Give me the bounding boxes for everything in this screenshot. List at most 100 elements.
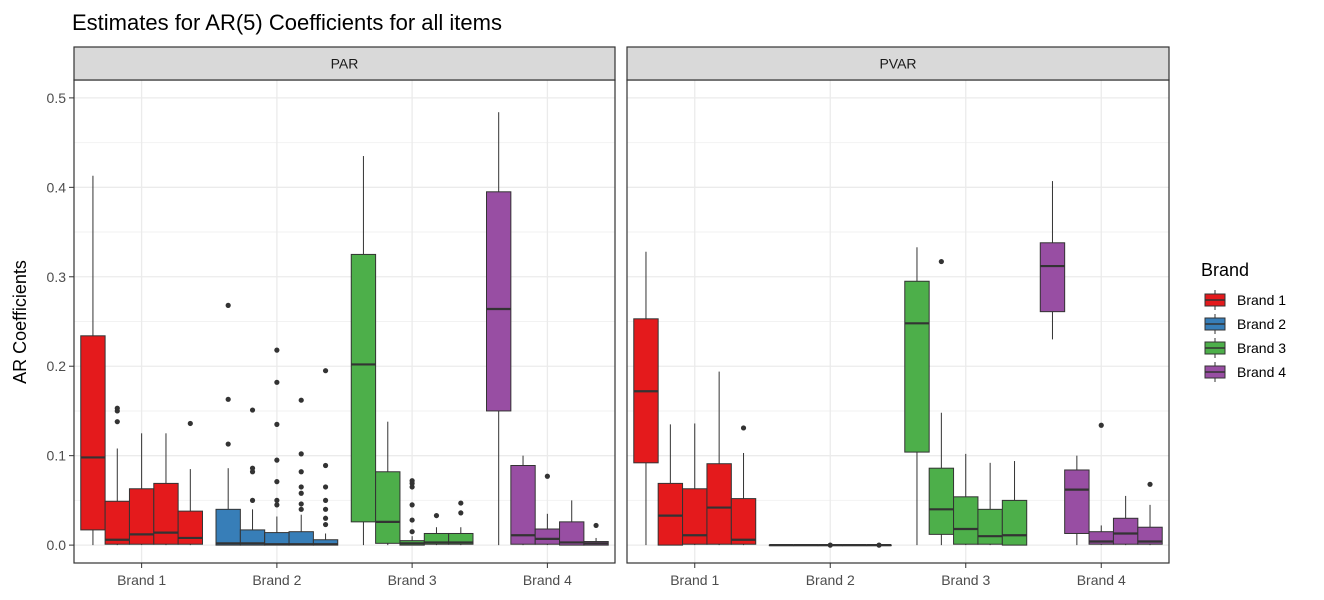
box-brand-3-1 [350,156,377,546]
y-tick-label: 0.3 [47,269,67,285]
outlier-point [187,420,193,427]
x-tick-label: Brand 4 [523,572,572,588]
x-tick-label: Brand 2 [252,572,301,588]
box-brand-2-2 [793,544,819,547]
outlier-point [298,451,304,457]
facet-strip-label: PAR [331,56,359,72]
facet-strip-label: PVAR [879,56,916,72]
box-brand-2-4 [288,397,314,546]
box-brand-2-1 [768,544,795,547]
outlier-point [225,441,231,447]
box-brand-4-4 [1112,495,1139,546]
outlier-point [322,462,329,469]
box-body [534,528,561,545]
facet-strip [626,46,1170,81]
box-body [448,532,474,545]
box-brand-4-1 [486,112,512,546]
box-body [80,335,106,531]
legend-label: Brand 3 [1237,340,1286,356]
outlier-point [409,484,415,490]
outlier-point [544,473,550,479]
box-body [375,471,401,544]
box-body [1039,242,1066,313]
box-body [153,482,179,545]
box-brand-4-4 [559,500,585,546]
outlier-point [298,490,304,496]
outlier-point [458,510,464,516]
box-body [953,496,979,545]
x-tick-label: Brand 4 [1077,572,1126,588]
box-brand-4-3 [1088,422,1114,546]
box-body [904,280,930,453]
box-brand-2-3 [817,542,843,548]
box-brand-1-3 [128,433,155,546]
outlier-point [274,457,280,463]
legend-key-brand-3: Brand 3 [1204,338,1286,358]
outlier-point [298,397,304,403]
box-brand-4-1 [1039,181,1066,340]
legend: Brand Brand 1 Brand 2 Brand 3 Brand 4 [1201,260,1286,382]
outlier-point [114,405,120,411]
box-brand-1-4 [706,371,732,546]
box-body [177,510,203,545]
outlier-point [827,542,833,548]
x-tick-label: Brand 1 [670,572,719,588]
y-tick-label: 0.0 [47,537,67,553]
outlier-point [433,512,440,519]
box-brand-2-4 [841,544,868,547]
outlier-point [322,368,329,374]
y-tick-label: 0.2 [47,358,67,374]
box-brand-3-5 [448,500,474,546]
box-brand-3-4 [977,462,1003,546]
outlier-point [249,407,256,413]
x-tick-label: Brand 3 [388,572,437,588]
box-brand-4-5 [1137,481,1163,546]
facet-strip [73,46,616,81]
legend-title: Brand [1201,260,1249,280]
outlier-point [409,502,415,508]
box-brand-1-2 [104,405,130,546]
box-brand-4-5 [583,522,609,546]
outlier-point [1098,422,1104,428]
box-body [104,500,130,545]
box-body [657,482,684,546]
chart-title: Estimates for AR(5) Coefficients for all… [72,10,502,35]
outlier-point [322,497,329,503]
panel-pvar: PVAR Brand 1 Brand 2 Brand 3 Brand 4 [626,46,1170,588]
outlier-point [322,515,329,521]
box-body [1001,499,1028,546]
outlier-point [274,379,280,385]
outlier-point [938,258,944,265]
box-body [730,498,757,545]
box-brand-4-2 [1064,455,1090,546]
box-body [215,508,241,546]
panel-par: PAR Brand 1 Brand 2 Brand 3 Brand 4 0.0 0.1 0.2… [47,46,616,588]
legend-key-brand-2: Brand 2 [1204,314,1286,334]
box-brand-2-1 [215,302,241,546]
outlier-point [876,542,882,548]
box-body [350,253,377,523]
box-brand-1-1 [633,251,659,546]
box-body [288,531,314,546]
outlier-point [225,396,231,402]
outlier-point [1147,481,1153,487]
box-body [559,521,585,546]
outlier-point [114,419,120,425]
y-tick-label: 0.1 [47,448,67,464]
legend-key-brand-1: Brand 1 [1204,290,1286,310]
box-brand-2-5 [866,542,892,548]
outlier-point [593,522,599,529]
box-body [706,463,732,545]
legend-label: Brand 2 [1237,316,1286,332]
y-axis-title: AR Coefficients [10,260,30,384]
box-body [1137,526,1163,545]
box-body [128,488,155,545]
box-brand-3-2 [375,421,401,546]
x-tick-label: Brand 2 [806,572,855,588]
outlier-point [298,469,304,475]
outlier-point [249,497,256,503]
outlier-point [249,465,256,471]
outlier-point [409,529,415,535]
outlier-point [225,302,231,308]
